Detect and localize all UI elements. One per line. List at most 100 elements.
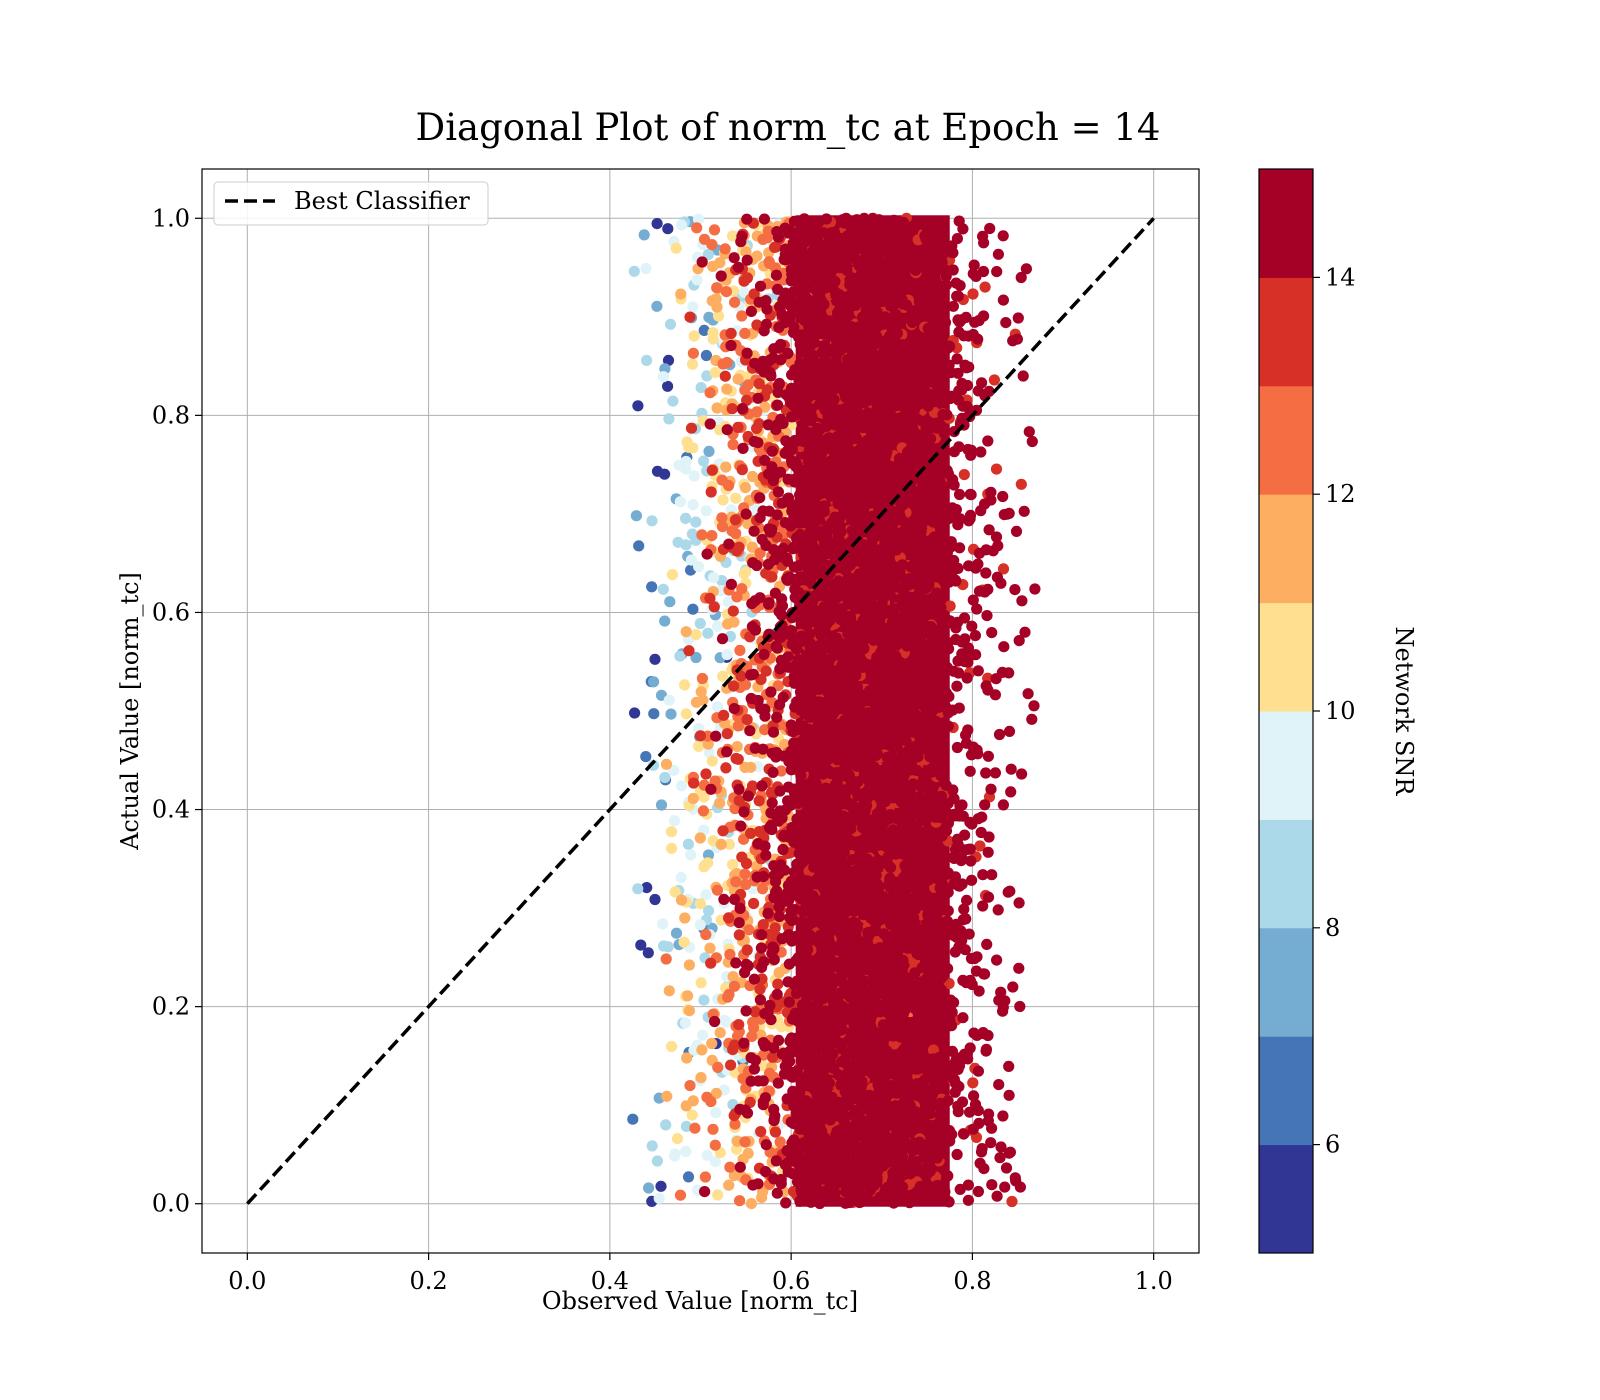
scatter-point (942, 468, 955, 480)
scatter-point (954, 542, 966, 554)
scatter-point (755, 1126, 767, 1138)
scatter-point (807, 1194, 819, 1207)
scatter-point (643, 1182, 655, 1194)
scatter-point (708, 601, 720, 613)
scatter-point (993, 1079, 1005, 1091)
scatter-point (834, 927, 847, 939)
scatter-point (719, 243, 731, 255)
scatter-point (688, 470, 700, 482)
scatter-point (801, 708, 813, 721)
scatter-point (982, 684, 994, 696)
scatter-point (629, 707, 641, 719)
scatter-point (967, 288, 979, 300)
scatter-point (663, 694, 675, 706)
scatter-point (936, 316, 948, 328)
scatter-point (927, 909, 939, 922)
scatter-point (989, 767, 1002, 779)
scatter-point (766, 445, 778, 457)
scatter-point (774, 785, 786, 797)
scatter-point (839, 438, 851, 451)
scatter-point (965, 855, 977, 867)
scatter-point (846, 922, 858, 934)
scatter-point (687, 603, 699, 615)
scatter-point (706, 464, 718, 476)
scatter-point (772, 680, 784, 692)
scatter-point (833, 975, 845, 987)
scatter-point (954, 810, 966, 822)
scatter-point (836, 253, 848, 265)
scatter-point (985, 783, 997, 795)
scatter-point (874, 285, 886, 297)
scatter-point (719, 370, 731, 382)
scatter-point (907, 1145, 919, 1157)
scatter-point (808, 861, 820, 873)
scatter-point (884, 680, 896, 692)
plot-area: 0.0 0.2 0.4 0.6 0.8 1.0 0.00.20.40.60.81.0 (152, 168, 1200, 1295)
scatter-point (913, 687, 925, 699)
scatter-point (843, 610, 855, 622)
scatter-point (651, 218, 663, 230)
scatter-point (906, 316, 919, 328)
scatter-point (739, 327, 751, 339)
scatter-point (867, 896, 879, 909)
scatter-point (981, 610, 993, 622)
scatter-point (983, 831, 995, 843)
scatter-point (920, 719, 932, 731)
scatter-point (997, 799, 1010, 811)
scatter-point (910, 1106, 922, 1118)
scatter-point (935, 790, 948, 802)
scatter-point (797, 548, 810, 560)
scatter-point (819, 404, 831, 416)
scatter-point (787, 1085, 799, 1097)
scatter-point (966, 874, 978, 886)
scatter-point (864, 724, 876, 736)
scatter-point (748, 435, 760, 448)
scatter-point (749, 1054, 762, 1066)
scatter-point (700, 349, 713, 362)
scatter-point (992, 248, 1005, 260)
scatter-point (739, 482, 752, 494)
scatter-point (853, 1196, 866, 1209)
scatter-point (705, 957, 717, 969)
scatter-point (991, 1190, 1003, 1202)
scatter-point (880, 500, 892, 512)
scatter-point (1018, 505, 1030, 517)
scatter-point (712, 1189, 724, 1201)
scatter-point (698, 994, 710, 1006)
scatter-point (978, 237, 990, 249)
scatter-point (679, 1017, 692, 1029)
scatter-point (1000, 1162, 1013, 1174)
scatter-point (727, 971, 739, 983)
scatter-point (802, 463, 814, 475)
scatter-point (984, 222, 996, 235)
scatter-point (912, 446, 925, 458)
scatter-point (783, 958, 796, 970)
scatter-point (921, 375, 933, 387)
scatter-point (946, 1045, 959, 1057)
scatter-point (978, 968, 990, 980)
scatter-point (906, 398, 918, 410)
scatter-point (721, 728, 733, 740)
scatter-point (921, 356, 933, 368)
scatter-point (666, 569, 679, 581)
scatter-point (983, 1108, 995, 1120)
scatter-point (724, 1161, 736, 1173)
scatter-point (863, 436, 875, 448)
scatter-point (912, 948, 924, 961)
scatter-point (915, 1029, 927, 1041)
scatter-point (782, 1166, 794, 1178)
scatter-point (918, 618, 930, 630)
scatter-point (707, 333, 719, 345)
scatter-point (886, 604, 898, 616)
scatter-point (886, 660, 898, 673)
scatter-point (861, 1096, 874, 1108)
scatter-point (739, 1136, 751, 1148)
scatter-point (690, 629, 702, 641)
scatter-point (703, 311, 715, 323)
scatter-point (965, 449, 977, 461)
scatter-point (982, 435, 994, 447)
scatter-point (892, 883, 904, 895)
scatter-point (820, 638, 832, 651)
scatter-point (900, 704, 912, 716)
scatter-point (924, 1165, 936, 1177)
